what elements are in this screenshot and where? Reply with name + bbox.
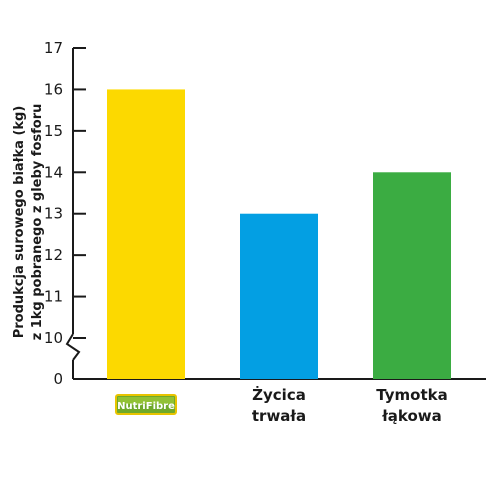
y-tick-label: 16 xyxy=(44,80,63,98)
y-tick-label: 12 xyxy=(44,246,63,264)
y-tick-label: 10 xyxy=(44,329,63,347)
x-labels: NutriFibre Życica trwała Tymotka łąkowa xyxy=(115,385,448,425)
y-tick-label: 14 xyxy=(44,163,63,181)
nutrifibre-logo: NutriFibre xyxy=(115,394,177,415)
y-tick-label: 0 xyxy=(53,370,63,388)
y-tick-label: 15 xyxy=(44,122,63,140)
y-tick-label: 11 xyxy=(44,288,63,306)
y-axis-title-line-2: z 1kg pobranego z gleby fosforu xyxy=(30,104,45,341)
y-tick-label: 13 xyxy=(44,205,63,223)
category-label: Tymotka xyxy=(376,386,447,404)
y-tick-label: 17 xyxy=(44,39,63,57)
bar xyxy=(240,213,318,379)
bar xyxy=(107,89,185,379)
bar xyxy=(373,172,451,379)
bars xyxy=(107,89,451,379)
y-ticks: 17 16 15 14 13 12 11 10 0 xyxy=(44,39,86,388)
nutrifibre-logo-text: NutriFibre xyxy=(117,401,175,412)
category-label: trwała xyxy=(252,407,306,425)
category-label: łąkowa xyxy=(381,407,442,425)
y-axis-title-line-1: Produkcja surowego białka (kg) xyxy=(12,106,27,339)
y-axis-title: Produkcja surowego białka (kg) z 1kg pob… xyxy=(12,104,45,341)
category-label: Życica xyxy=(252,385,306,404)
y-axis-break xyxy=(65,333,81,361)
